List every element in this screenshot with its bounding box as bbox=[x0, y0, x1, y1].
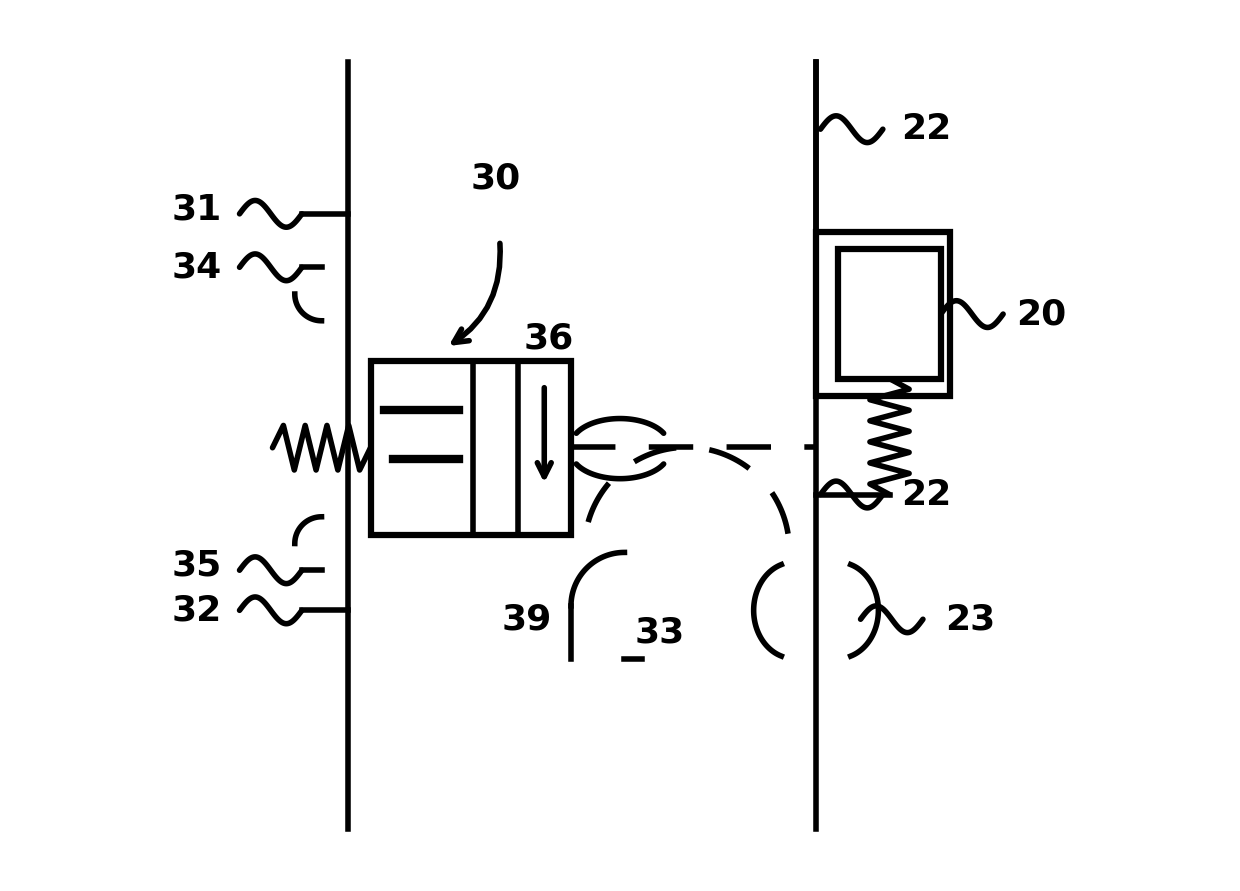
Bar bbox=[838, 249, 941, 379]
Text: 22: 22 bbox=[900, 478, 951, 511]
Bar bbox=[371, 361, 570, 535]
Text: 39: 39 bbox=[501, 602, 552, 636]
Bar bbox=[816, 232, 950, 396]
Text: 32: 32 bbox=[171, 593, 222, 627]
Text: 23: 23 bbox=[945, 602, 996, 636]
Text: 22: 22 bbox=[900, 112, 951, 146]
Text: 20: 20 bbox=[1017, 297, 1066, 331]
Text: 36: 36 bbox=[523, 322, 574, 356]
Text: 34: 34 bbox=[171, 250, 222, 284]
Text: 33: 33 bbox=[635, 616, 686, 650]
Text: 30: 30 bbox=[470, 161, 521, 195]
Text: 35: 35 bbox=[171, 549, 222, 583]
Text: 31: 31 bbox=[171, 192, 222, 226]
